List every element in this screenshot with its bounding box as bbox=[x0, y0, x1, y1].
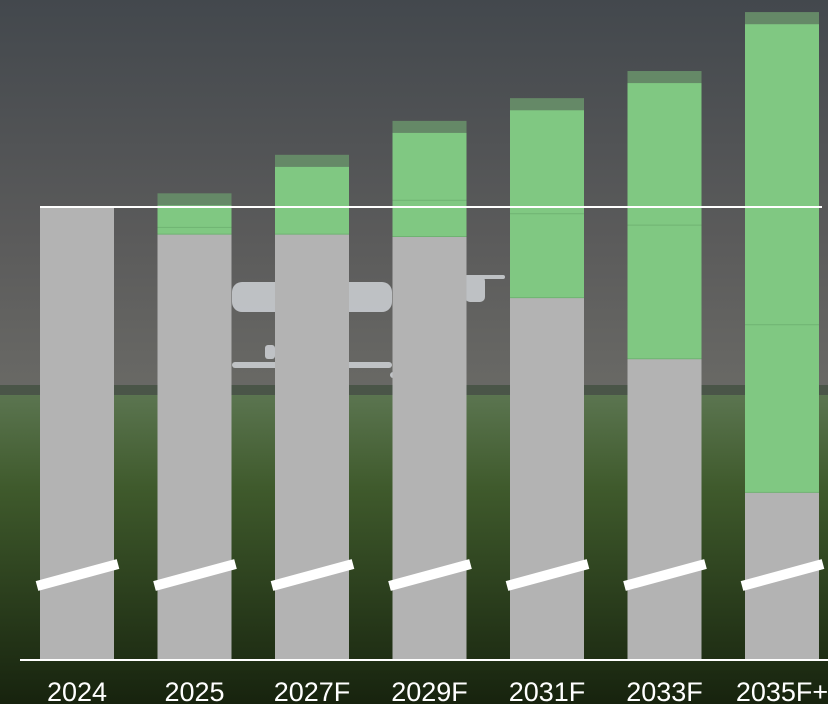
axis-break-marks bbox=[35, 559, 825, 591]
axis-break-mark-2033F bbox=[623, 559, 707, 591]
bar-2029F-segment-3 bbox=[392, 120, 467, 201]
bar-2035F+-segment-2 bbox=[745, 324, 819, 493]
axis-break-mark-2024 bbox=[35, 559, 120, 591]
bar-2029F-segment-1 bbox=[392, 236, 467, 660]
x-tick-label-2025: 2025 bbox=[164, 677, 224, 704]
axis-break-mark-2029F bbox=[388, 559, 472, 591]
bar-top-fade-2029F bbox=[392, 120, 467, 133]
bar-2035F+-segment-3 bbox=[745, 12, 819, 325]
bar-2033F-segment-2 bbox=[627, 225, 702, 359]
axis-break-mark-2031F bbox=[505, 559, 590, 591]
bar-2031F-segment-2 bbox=[510, 213, 584, 298]
bar-2031F-segment-3 bbox=[510, 98, 584, 214]
bar-top-fade-2035F+ bbox=[745, 12, 819, 25]
bar-2031F-segment-1 bbox=[510, 297, 584, 660]
x-tick-label-2024: 2024 bbox=[47, 677, 107, 704]
bar-2027F-segment-1 bbox=[275, 234, 349, 660]
bar-2025-segment-2 bbox=[157, 227, 232, 235]
bar-2024-segment-1 bbox=[40, 207, 114, 660]
axis-break-mark-2027F bbox=[270, 559, 355, 591]
bar-2033F-segment-3 bbox=[627, 71, 702, 226]
bar-top-fade-2031F bbox=[510, 98, 584, 111]
bar-top-fade-2027F bbox=[275, 154, 349, 167]
x-tick-label-2035F+: 2035F+ bbox=[736, 677, 828, 704]
x-tick-label-2031F: 2031F bbox=[509, 677, 586, 704]
axis-break-mark-2025 bbox=[153, 559, 237, 591]
bar-2025-segment-1 bbox=[157, 234, 232, 660]
x-tick-label-2033F: 2033F bbox=[626, 677, 703, 704]
x-tick-label-2029F: 2029F bbox=[391, 677, 468, 704]
bar-2027F-segment-2 bbox=[275, 207, 349, 235]
bar-top-fade-2025 bbox=[157, 193, 232, 206]
axis-break-mark-2035F+ bbox=[740, 559, 825, 591]
bar-2029F-segment-2 bbox=[392, 200, 467, 237]
bars-layer bbox=[40, 12, 819, 660]
x-tick-label-2027F: 2027F bbox=[274, 677, 351, 704]
bar-2033F-segment-1 bbox=[627, 358, 702, 660]
x-axis-tick-labels: 2024 2025 2027F 2029F 2031F 2033F 2035F+ bbox=[47, 677, 828, 704]
bar-top-fade-2033F bbox=[627, 71, 702, 84]
